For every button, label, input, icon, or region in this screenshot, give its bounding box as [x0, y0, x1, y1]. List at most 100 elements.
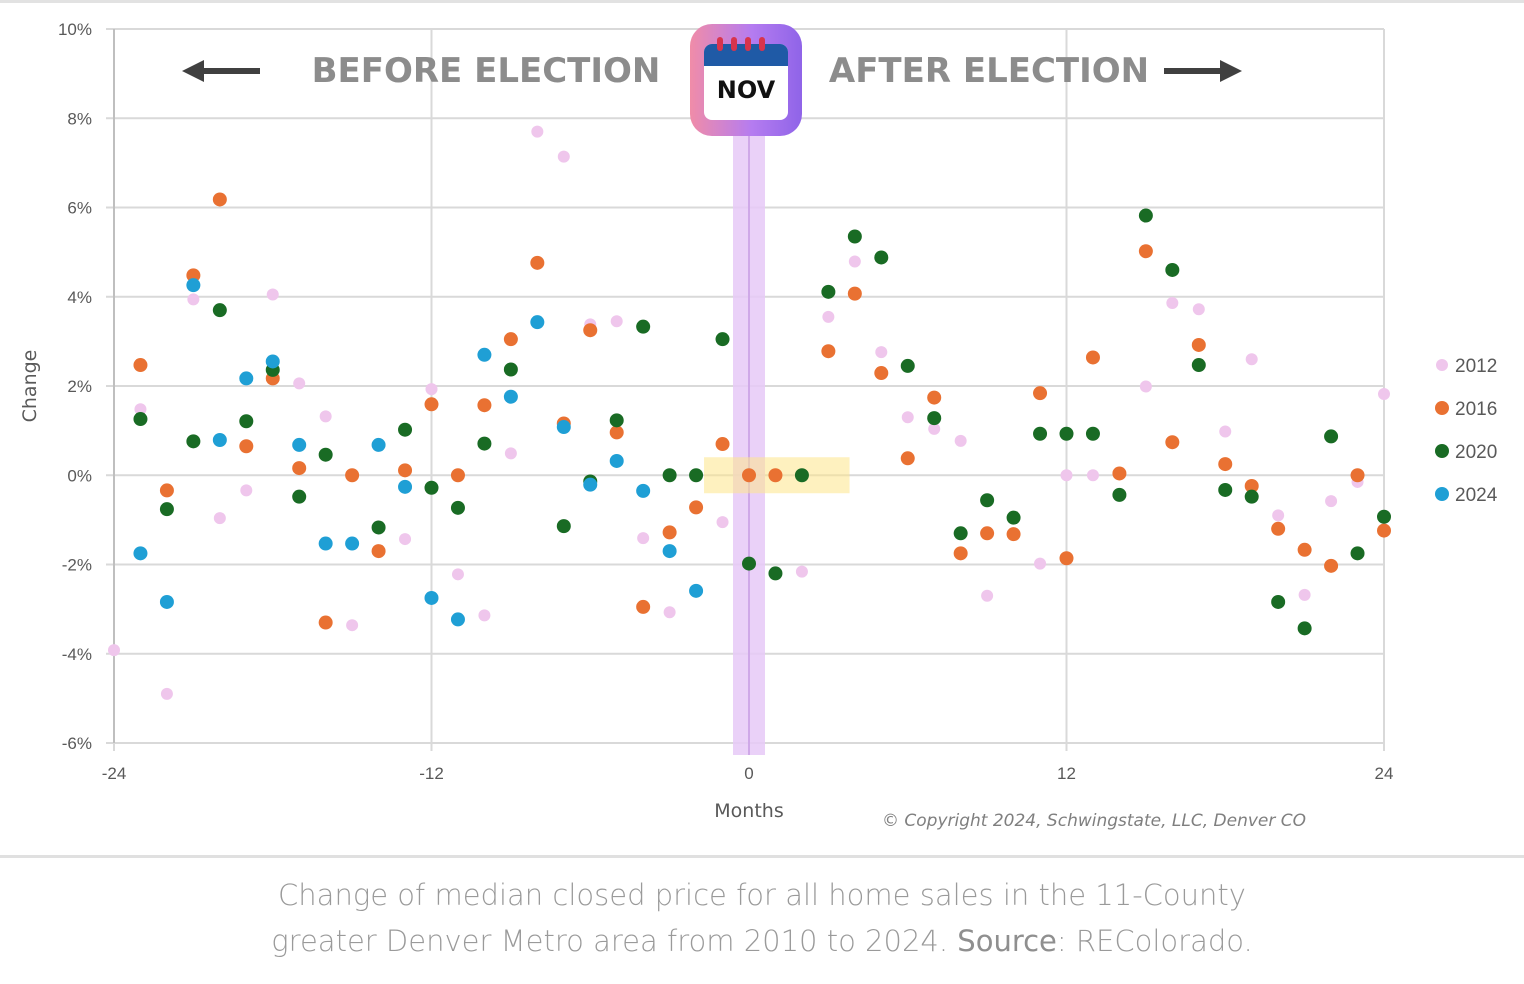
data-point	[716, 516, 729, 529]
data-point	[133, 412, 148, 427]
data-point	[795, 565, 808, 578]
data-point	[1272, 509, 1285, 522]
data-point	[319, 410, 332, 423]
data-point	[874, 366, 889, 381]
data-point	[1006, 510, 1021, 525]
data-point	[1059, 426, 1074, 441]
data-point	[847, 286, 862, 301]
data-point	[478, 609, 491, 622]
data-point	[450, 468, 465, 483]
data-point	[1165, 435, 1180, 450]
legend-marker-2012	[1436, 359, 1448, 371]
data-point	[847, 229, 862, 244]
data-point	[875, 346, 888, 359]
data-point	[1324, 558, 1339, 573]
data-point	[1085, 350, 1100, 365]
data-point	[768, 566, 783, 581]
legend-label-2016: 2016	[1455, 399, 1497, 420]
data-point	[900, 451, 915, 466]
data-point	[1165, 262, 1180, 277]
data-point	[530, 255, 545, 270]
data-point	[239, 439, 254, 454]
x-axis: -24 -12 0 12 24	[102, 764, 1394, 783]
data-point	[159, 594, 174, 609]
x-tick-label: 0	[744, 764, 753, 783]
data-point	[1244, 489, 1259, 504]
data-point	[371, 520, 386, 535]
data-point	[1033, 426, 1048, 441]
data-point	[159, 483, 174, 498]
data-point	[318, 536, 333, 551]
x-tick-label: 12	[1057, 764, 1076, 783]
data-point	[1139, 380, 1152, 393]
y-tick-label: -4%	[62, 645, 92, 664]
data-point	[450, 612, 465, 627]
legend-label-2024: 2024	[1455, 485, 1498, 506]
data-point	[953, 546, 968, 561]
data-point	[927, 390, 942, 405]
data-point	[345, 536, 360, 551]
y-tick-label: -6%	[62, 734, 92, 753]
data-point	[160, 687, 173, 700]
data-point	[186, 268, 201, 283]
data-point	[345, 468, 360, 483]
data-point	[1298, 588, 1311, 601]
data-point	[213, 512, 226, 525]
y-tick-label: 0%	[67, 466, 92, 485]
data-point	[1325, 495, 1338, 508]
y-tick-label: 10%	[58, 20, 92, 39]
data-points	[108, 125, 1391, 700]
data-point	[293, 377, 306, 390]
data-point	[424, 480, 439, 495]
data-point	[186, 434, 201, 449]
data-point	[1378, 388, 1390, 401]
data-point	[159, 502, 174, 517]
data-point	[424, 590, 439, 605]
data-point	[609, 425, 624, 440]
data-point	[1191, 337, 1206, 352]
data-point	[239, 414, 254, 429]
caption-line-1: Change of median closed price for all ho…	[278, 878, 1246, 912]
data-point	[1034, 557, 1047, 570]
figure-caption: Change of median closed price for all ho…	[0, 872, 1524, 964]
data-point	[689, 583, 704, 598]
data-point	[1006, 527, 1021, 542]
data-point	[980, 493, 995, 508]
legend-marker-2020	[1435, 444, 1449, 458]
data-point	[450, 500, 465, 515]
data-point	[689, 500, 704, 515]
after-election-label: AFTER ELECTION	[829, 51, 1149, 91]
data-point	[1138, 244, 1153, 259]
series-2012	[108, 125, 1390, 700]
data-point	[1112, 487, 1127, 502]
data-point	[186, 278, 201, 293]
data-point	[477, 398, 492, 413]
data-point	[399, 533, 412, 546]
data-point	[1377, 509, 1391, 524]
caption-line-2-text: greater Denver Metro area from 2010 to 2…	[271, 924, 958, 958]
data-point	[637, 532, 650, 545]
caption-line-2: greater Denver Metro area from 2010 to 2…	[0, 918, 1524, 964]
data-point	[266, 288, 279, 301]
data-point	[1297, 621, 1312, 636]
scatter-chart: 10% 8% 6% 4% 2% 0% -2% -4% -6% -24 -12 0 12 24 BEFOR…	[19, 20, 1498, 831]
data-point	[557, 150, 570, 163]
data-point	[609, 453, 624, 468]
data-point	[901, 411, 914, 424]
data-point	[292, 437, 307, 452]
data-point	[134, 403, 147, 416]
data-point	[1350, 546, 1365, 561]
data-point	[1245, 353, 1258, 366]
copyright-notice: © Copyright 2024, Schwingstate, LLC, Den…	[882, 811, 1306, 831]
data-point	[715, 437, 730, 452]
y-tick-label: 4%	[67, 288, 92, 307]
before-election-label: BEFORE ELECTION	[312, 51, 661, 91]
data-point	[768, 468, 783, 483]
data-point	[477, 347, 492, 362]
data-point	[1218, 482, 1233, 497]
data-point	[636, 483, 651, 498]
data-point	[1271, 594, 1286, 609]
data-point	[530, 315, 545, 330]
data-point	[822, 310, 835, 323]
data-point	[848, 255, 861, 268]
